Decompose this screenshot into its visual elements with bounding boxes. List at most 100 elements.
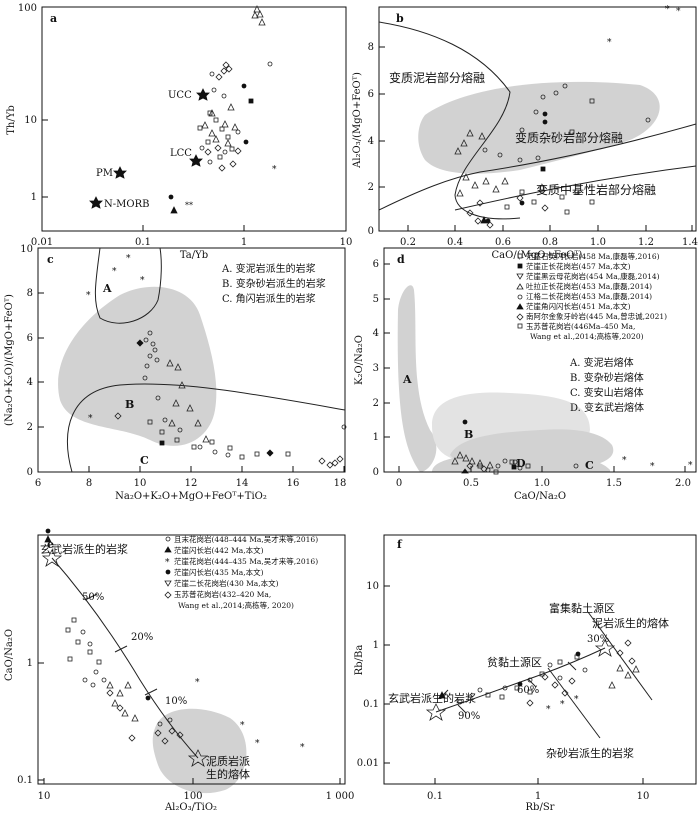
a-xtick: 1 xyxy=(241,237,247,248)
e-pelite-label-2: 生的熔体 xyxy=(206,767,250,781)
panel-c-letter: c xyxy=(47,253,54,266)
svg-text:*: * xyxy=(272,165,277,175)
e-pelite-label-1: 泥质岩派 xyxy=(206,754,250,768)
panel-f: f 0.1 1 10 0.01 0.1 1 10 Rb/Sr Rb/Ba 富集黏… xyxy=(354,534,697,813)
d-xtick: 2.0 xyxy=(675,478,691,489)
e-legend-1: 茫崖闪长岩(442 Ma,本文) xyxy=(174,545,264,555)
e-field-pelite xyxy=(152,708,247,794)
e-xtick: 1 000 xyxy=(326,791,355,802)
panel-d-letter: d xyxy=(397,253,405,266)
d-legend2-0: A. 变泥岩熔体 xyxy=(569,356,634,369)
c-ytick: 8 xyxy=(27,288,33,299)
e-basalt-star xyxy=(41,549,63,567)
c-xtick: 8 xyxy=(86,478,92,489)
c-xtick: 6 xyxy=(35,478,41,489)
svg-text:*: * xyxy=(676,7,681,17)
svg-text:*: * xyxy=(195,678,200,688)
d-D: D xyxy=(516,457,526,470)
f-xtick: 1 xyxy=(535,791,541,802)
c-A: A xyxy=(102,282,112,295)
b-ytick: 2 xyxy=(368,182,374,193)
d-C: C xyxy=(585,459,594,472)
a-xtick: 0.1 xyxy=(135,237,151,248)
c-xtick: 16 xyxy=(287,478,300,489)
f-p90: 90% xyxy=(458,711,480,722)
d-ytick: 5 xyxy=(373,294,379,305)
c-ylabel: (Na₂O+K₂O)/(MgO+FeOᵀ) xyxy=(4,294,15,426)
svg-text:*: * xyxy=(88,414,93,424)
c-xtick: 10 xyxy=(134,478,147,489)
f-ytick: 0.01 xyxy=(357,758,379,769)
b-xtick: 1.4 xyxy=(682,237,698,248)
d-ytick: 2 xyxy=(373,398,379,409)
d-legend-4: 江格二长花岗岩(453 Ma,康磊,2014) xyxy=(526,291,652,301)
svg-text:**: ** xyxy=(185,201,193,210)
b-xlabel: CaO/(MgO+FeOᵀ) xyxy=(492,250,583,261)
svg-text:*: * xyxy=(126,254,131,264)
svg-text:*: * xyxy=(650,462,655,472)
c-legend-2: C. 角闪岩派生的岩浆 xyxy=(222,292,316,305)
f-clay-rich: 富集黏土源区 xyxy=(549,601,615,615)
e-basalt-label: 玄武岩派生的岩浆 xyxy=(40,542,128,556)
f-ytick: 1 xyxy=(373,640,379,651)
ucc-label: UCC xyxy=(168,90,192,101)
c-ytick: 6 xyxy=(27,333,33,344)
e-legend-2: 茫崖花岗岩(444–435 Ma,吴才来等,2016) xyxy=(174,556,318,566)
ucc-star xyxy=(196,88,210,101)
e-p50: 50% xyxy=(82,592,104,603)
panel-a: a 0.01 0.1 1 10 1 10 100 Ta/Yb Th/Yb UCC… xyxy=(6,3,352,261)
c-legend-1: B. 变杂砂岩派生的岩浆 xyxy=(222,277,326,290)
d-legend-5: 茫崖角闪闪长岩(451 Ma,本文) xyxy=(526,301,631,311)
lcc-label: LCC xyxy=(170,148,192,159)
c-ytick: 4 xyxy=(27,377,33,388)
c-C: C xyxy=(140,454,149,467)
e-legend: 且末花岗岩(448–444 Ma,吴才来等,2016) 茫崖闪长岩(442 Ma… xyxy=(164,534,318,610)
d-ytick: 0 xyxy=(373,467,379,478)
f-greywacke-label: 杂砂岩派生的岩浆 xyxy=(546,746,634,760)
panel-a-letter: a xyxy=(50,12,57,25)
e-pelite-star xyxy=(187,749,209,767)
svg-text:*: * xyxy=(574,695,579,705)
e-legend-4: 茫崖二长花岗岩(430 Ma,本文) xyxy=(174,578,279,588)
e-p20: 20% xyxy=(131,632,153,643)
d-legend: 茫崖石英闪长岩(458 Ma,康磊等,2016) 茫崖正长花岗岩(457 Ma,… xyxy=(516,251,667,341)
nmorb-label: N-MORB xyxy=(104,199,149,210)
e-legend-3: 茫崖闪长岩(435 Ma,本文) xyxy=(174,567,264,577)
d-legend-3: 吐拉正长花岗岩(453 Ma,康磊,2014) xyxy=(526,281,652,291)
b-ytick: 4 xyxy=(368,136,374,147)
panel-b-letter: b xyxy=(396,12,404,25)
b-samples: * * * xyxy=(454,5,681,229)
d-legend-8: Wang et al.,2014;高栋等,2020) xyxy=(530,331,644,341)
f-clay-poor: 贫黏土源区 xyxy=(487,655,542,669)
b-xtick: 0.2 xyxy=(400,237,416,248)
svg-text:*: * xyxy=(255,739,260,749)
svg-text:*: * xyxy=(622,456,627,466)
c-field-B xyxy=(58,286,217,446)
d-ylabel: K₂O/Na₂O xyxy=(354,335,365,385)
b-xtick: 0.4 xyxy=(447,237,463,248)
d-ytick: 4 xyxy=(373,328,379,339)
e-xtick: 10 xyxy=(38,791,51,802)
a-samples: ** * xyxy=(168,5,277,214)
b-field3-label: 变质中基性岩部分熔融 xyxy=(536,182,656,197)
f-pelite-star xyxy=(594,639,616,657)
svg-text:*: * xyxy=(546,705,551,715)
c-legend-0: A. 变泥岩派生的岩浆 xyxy=(221,262,316,275)
a-ytick: 1 xyxy=(31,192,37,203)
e-samples: * * * * xyxy=(44,528,305,753)
f-basalt-label: 玄武岩派生的岩浆 xyxy=(388,691,476,705)
c-ytick: 10 xyxy=(20,244,33,255)
b-ylabel: Al₂O₃/(MgO+FeOᵀ) xyxy=(352,72,363,169)
b-ytick: 8 xyxy=(368,42,374,53)
e-ytick: 1 xyxy=(27,658,33,669)
d-legend-7: 玉苏普花岗岩(446Ma–450 Ma, xyxy=(526,321,635,331)
f-ylabel: Rb/Ba xyxy=(354,645,365,676)
d-xtick: 0.5 xyxy=(463,478,479,489)
e-ytick: 0.1 xyxy=(17,775,33,786)
f-xtick: 0.1 xyxy=(427,791,443,802)
b-xtick: 1.0 xyxy=(590,237,606,248)
b-xtick: 1.2 xyxy=(638,237,654,248)
b-field1-label: 变质泥岩部分熔融 xyxy=(389,70,485,85)
panel-d: d 0 0.5 1.0 1.5 2.0 0 1 2 3 4 5 6 CaO/Na… xyxy=(354,247,697,502)
c-ytick: 2 xyxy=(27,422,33,433)
